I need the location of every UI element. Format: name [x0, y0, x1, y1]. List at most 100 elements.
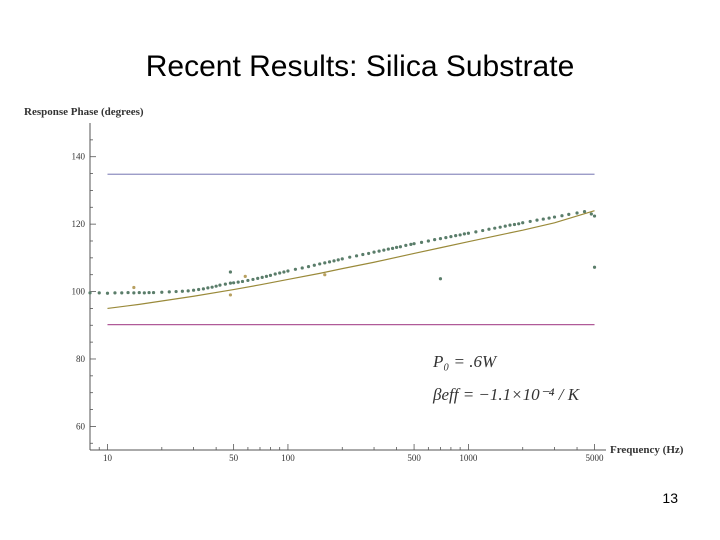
data-point [517, 222, 521, 226]
y-axis-label: Response Phase (degrees) [24, 106, 144, 118]
x-tick-label: 100 [281, 453, 295, 463]
data-point [340, 257, 344, 261]
data-point [223, 282, 227, 286]
data-point [256, 276, 260, 281]
data-point [466, 231, 470, 235]
data-point [105, 291, 110, 295]
data-point [589, 212, 593, 216]
data-point [458, 233, 462, 237]
data-point [147, 290, 151, 295]
data-point [503, 224, 507, 228]
page-number: 13 [662, 490, 678, 506]
data-point [348, 255, 352, 259]
data-point [354, 254, 359, 258]
data-point [300, 266, 304, 270]
data-point [151, 290, 156, 295]
x-tick-label: 1000 [459, 453, 478, 463]
data-point [382, 248, 386, 252]
data-point [377, 249, 381, 253]
data-point [438, 277, 443, 281]
data-point [243, 274, 247, 278]
data-point [228, 281, 233, 285]
data-point [246, 278, 250, 283]
data-point [528, 219, 532, 224]
data-point [236, 280, 240, 284]
data-point [521, 221, 525, 225]
data-point [582, 210, 587, 214]
data-point [592, 265, 597, 269]
data-point [264, 274, 269, 278]
x-axis-label: Frequency (Hz) [610, 444, 684, 456]
data-point [336, 258, 340, 262]
data-point [88, 291, 92, 295]
data-point [567, 212, 571, 216]
data-point [282, 270, 286, 274]
data-point [273, 272, 277, 276]
data-point [278, 271, 282, 275]
annotation-beta: βeff = −1.1×10⁻⁴ / K [432, 385, 581, 404]
data-point [306, 265, 311, 269]
x-tick-label: 5000 [586, 453, 605, 463]
data-point [361, 252, 365, 257]
data-point [386, 247, 390, 251]
data-point [409, 242, 413, 246]
data-point [323, 261, 327, 265]
x-tick-label: 500 [407, 453, 421, 463]
data-point [498, 225, 502, 229]
y-tick-label: 60 [76, 421, 86, 431]
data-point [218, 283, 222, 287]
data-point [232, 281, 236, 285]
data-point [97, 291, 101, 295]
data-point [394, 245, 399, 249]
data-point [419, 240, 424, 244]
data-point [487, 227, 491, 231]
data-point [197, 287, 201, 292]
slide-title: Recent Results: Silica Substrate [145, 50, 575, 83]
data-point [126, 290, 130, 295]
data-point [260, 275, 264, 279]
annotation-power: P₀ = .6W [432, 352, 498, 371]
data-point [293, 267, 298, 271]
data-point [433, 238, 437, 242]
data-point [268, 273, 273, 277]
data-point [426, 239, 430, 243]
data-point [113, 291, 117, 295]
data-point [167, 290, 171, 294]
y-tick-label: 140 [72, 152, 86, 162]
data-point [462, 232, 466, 236]
data-point [160, 290, 164, 294]
data-point [228, 270, 233, 274]
data-point [508, 223, 512, 227]
data-point [512, 222, 517, 227]
data-point [547, 216, 551, 220]
data-point [142, 291, 146, 295]
data-point [438, 237, 443, 241]
data-point [214, 284, 218, 288]
data-point [240, 279, 245, 284]
data-point [552, 215, 557, 219]
data-point [251, 277, 255, 282]
data-point [390, 246, 395, 251]
data-point [592, 214, 597, 218]
data-point [332, 259, 336, 263]
data-point [228, 293, 233, 297]
data-point [201, 287, 205, 291]
series-line-3 [107, 210, 595, 310]
data-point [449, 235, 453, 239]
data-point [312, 263, 316, 267]
data-point [174, 289, 178, 294]
data-point [210, 285, 214, 289]
data-point [132, 291, 136, 295]
data-point [454, 233, 458, 238]
data-point [444, 236, 448, 240]
data-point [286, 269, 290, 273]
data-point [137, 290, 141, 295]
x-tick-label: 50 [229, 453, 239, 463]
data-point [132, 285, 136, 290]
y-tick-label: 80 [76, 354, 86, 364]
x-tick-label: 10 [103, 453, 113, 463]
data-point [404, 243, 408, 247]
data-point [372, 250, 376, 254]
data-point [367, 251, 371, 256]
data-point [575, 211, 579, 215]
